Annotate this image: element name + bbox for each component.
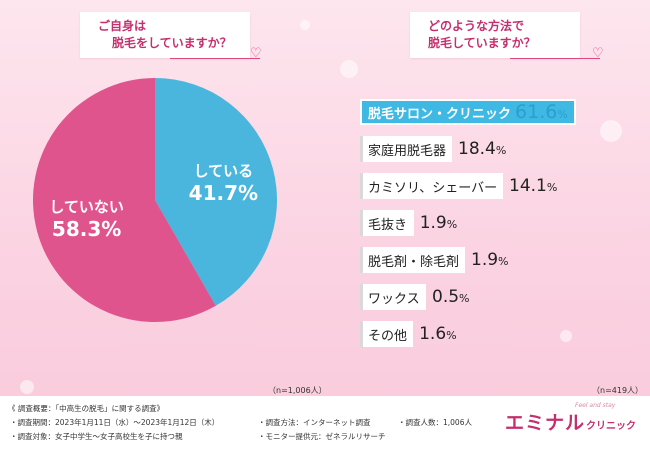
survey-period: ・調査期間：2023年1月11日（水）〜2023年1月12日（木） — [10, 418, 220, 427]
sparkle — [560, 330, 572, 342]
bar-value-label: 0.5% — [432, 287, 470, 307]
bar-category-label: カミソリ、シェーバー — [368, 180, 498, 196]
bar-accent — [360, 321, 363, 347]
survey-summary: 《 調査概要：「中高生の脱毛」に関する調査》 — [8, 404, 165, 413]
pie-value-label: 41.7% — [189, 181, 258, 205]
bar: 脱毛剤・除毛剤 — [360, 247, 465, 273]
bar-category-label: 毛抜き — [368, 217, 408, 233]
left-question-line-2: 脱毛をしていますか？ — [112, 36, 232, 50]
left-sample-size: （n=1,006人） — [268, 386, 327, 395]
bar-value-label: 1.9% — [420, 213, 458, 233]
sparkle — [340, 60, 358, 78]
bar-row: 毛抜き 1.9% — [360, 209, 457, 237]
survey-method: ・調査方法：インターネット調査 — [258, 418, 371, 427]
bar-accent — [360, 173, 363, 199]
bar-row: 家庭用脱毛器 18.4% — [360, 135, 506, 163]
survey-target: ・調査対象：女子中学生〜女子高校生を子に持つ親 — [10, 432, 183, 441]
survey-provider: ・モニター提供元：ゼネラルリサーチ — [258, 432, 386, 441]
bar-value-percent: % — [557, 108, 568, 121]
bar-value-percent: % — [446, 329, 457, 342]
pie-category-label: している — [194, 162, 254, 180]
right-question-line-2: 脱毛していますか？ — [428, 36, 536, 50]
bar-value-percent: % — [459, 292, 470, 305]
bar-value-percent: % — [446, 218, 458, 231]
bar-accent — [360, 210, 363, 236]
sparkle — [300, 20, 310, 30]
bar-value-percent: % — [495, 144, 507, 157]
bar-value-percent: % — [546, 181, 558, 194]
survey-count: ・調査人数：1,006人 — [398, 418, 472, 427]
pie-slice — [32, 78, 216, 322]
bar-row: カミソリ、シェーバー 14.1% — [360, 172, 557, 200]
bar-value-number: 14.1 — [509, 176, 547, 196]
bar-value-label: 14.1% — [509, 176, 557, 196]
bar-accent — [360, 247, 363, 273]
bar: ワックス — [360, 284, 426, 310]
bar-category-label: ワックス — [368, 291, 420, 307]
bar: 毛抜き — [360, 210, 414, 236]
bar-category-label: 脱毛剤・除毛剤 — [368, 254, 460, 270]
heart-icon: ♡ — [592, 46, 604, 61]
bar-category-label: 家庭用脱毛器 — [368, 143, 447, 159]
right-question-line-1: どのような方法で — [428, 19, 525, 33]
left-question-underline — [170, 58, 260, 59]
brand-tagline: Feel and stay — [575, 402, 616, 409]
bar-value-number: 0.5 — [432, 287, 460, 307]
pie-value-label: 58.3% — [52, 217, 121, 241]
heart-icon: ♡ — [250, 46, 262, 61]
bar-category-label: 脱毛サロン・クリニック — [368, 106, 512, 122]
sparkle — [20, 380, 34, 394]
bar-row: 脱毛サロン・クリニック 61.6% — [360, 98, 576, 126]
bar-accent — [360, 284, 363, 310]
bar-category-label: その他 — [368, 328, 408, 344]
right-panel: どのような方法で 脱毛していますか？ ♡ （n=419人） — [330, 0, 650, 396]
bar-value-label: 1.9% — [471, 250, 509, 270]
brand-sub: クリニック — [586, 421, 637, 432]
bar-value-label: 61.6% — [515, 101, 568, 123]
bar-value-percent: % — [498, 255, 509, 268]
right-question-underline — [510, 58, 600, 59]
left-question-line-1: ご自身は — [98, 19, 147, 33]
bar: カミソリ、シェーバー — [360, 173, 503, 199]
bar-row: 脱毛剤・除毛剤 1.9% — [360, 246, 509, 274]
left-question-card: ご自身は 脱毛をしていますか？ — [80, 12, 250, 58]
bar: その他 — [360, 321, 414, 347]
right-sample-size: （n=419人） — [592, 386, 644, 395]
brand-logo: Feel and stay エミナルクリニック — [505, 402, 637, 435]
right-question-card: どのような方法で 脱毛していますか？ — [410, 12, 580, 58]
brand-name: エミナル — [505, 412, 586, 434]
bar-accent — [360, 136, 363, 162]
bar-row: ワックス 0.5% — [360, 283, 470, 311]
bar-value-label: 18.4% — [458, 139, 506, 159]
sparkle — [600, 120, 622, 142]
bar-value-number: 1.6 — [419, 324, 447, 344]
bar-value-number: 61.6 — [515, 101, 558, 123]
bar-value-number: 1.9 — [471, 250, 499, 270]
left-panel: ご自身は 脱毛をしていますか？ ♡ している 41.7% していない 58.3% （n… — [0, 0, 330, 396]
bar: 家庭用脱毛器 — [360, 136, 452, 162]
bar: 脱毛サロン・クリニック 61.6% — [360, 99, 576, 125]
pie-slice — [155, 78, 277, 306]
pie-slices — [32, 78, 277, 322]
pie-category-label: していない — [49, 198, 124, 216]
bar-row: その他 1.6% — [360, 320, 457, 348]
bar-value-number: 18.4 — [458, 139, 496, 159]
bar-value-label: 1.6% — [419, 324, 457, 344]
bar-value-number: 1.9 — [419, 213, 447, 233]
footer: 《 調査概要：「中高生の脱毛」に関する調査》 ・調査期間：2023年1月11日（… — [0, 396, 650, 450]
